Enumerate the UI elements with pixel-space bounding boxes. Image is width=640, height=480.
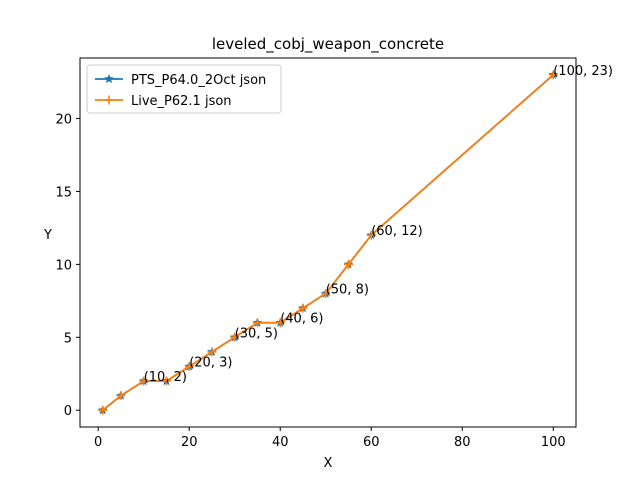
x-tick-label: 60 xyxy=(363,435,380,450)
legend: PTS_P64.0_2Oct json Live_P62.1 json xyxy=(86,64,282,114)
data-point xyxy=(207,347,217,357)
chart-title: leveled_cobj_weapon_concrete xyxy=(212,35,444,54)
x-tick-label: 40 xyxy=(272,435,289,450)
legend-item: Live_P62.1 json xyxy=(95,94,232,109)
data-label: (100, 23) xyxy=(553,64,613,79)
data-point xyxy=(343,259,353,269)
y-tick-label: 10 xyxy=(55,258,72,273)
data-label: (50, 8) xyxy=(326,283,369,298)
data-label: (10, 2) xyxy=(144,370,187,385)
plot-area: 0 20 40 60 80 100 0 5 10 15 20 (10, 2)(20, 3)(30, 5… xyxy=(55,57,613,450)
data-point xyxy=(548,70,558,80)
data-point xyxy=(366,230,376,240)
y-tick-label: 5 xyxy=(64,331,72,346)
data-point xyxy=(139,376,149,386)
y-tick-label: 20 xyxy=(55,113,72,128)
x-tick-label: 0 xyxy=(94,435,102,450)
legend-label: PTS_P64.0_2Oct json xyxy=(131,73,266,88)
x-tick-label: 80 xyxy=(454,435,471,450)
y-axis-label: Y xyxy=(43,228,52,243)
data-point xyxy=(321,289,331,299)
x-tick-label: 20 xyxy=(181,435,198,450)
y-tick-label: 0 xyxy=(64,404,72,419)
legend-item: PTS_P64.0_2Oct json xyxy=(95,73,266,88)
data-label: (60, 12) xyxy=(371,224,423,239)
data-label: (30, 5) xyxy=(235,326,278,341)
legend-marker xyxy=(104,95,114,105)
data-label: (20, 3) xyxy=(189,355,232,370)
data-point xyxy=(116,391,126,401)
data-point xyxy=(252,318,262,328)
series-2 xyxy=(98,70,558,415)
legend-marker xyxy=(104,73,114,84)
data-point xyxy=(275,318,285,328)
x-axis-label: X xyxy=(324,456,333,471)
legend-label: Live_P62.1 json xyxy=(131,94,232,109)
data-point xyxy=(298,303,308,313)
data-point xyxy=(161,376,171,386)
legend-box xyxy=(86,64,282,114)
data-point xyxy=(230,332,240,342)
y-tick-label: 15 xyxy=(55,185,72,200)
axes-frame xyxy=(79,57,577,428)
data-point xyxy=(98,405,108,415)
x-tick-label: 100 xyxy=(541,435,566,450)
data-label: (40, 6) xyxy=(280,312,323,327)
data-point xyxy=(184,361,194,371)
